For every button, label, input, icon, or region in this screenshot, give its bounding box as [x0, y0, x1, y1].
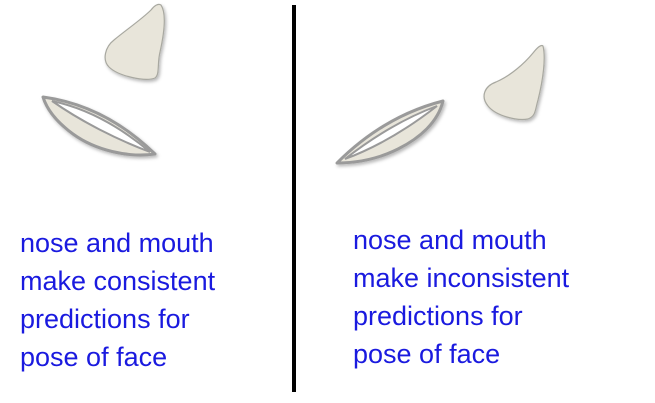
right-caption-line: pose of face	[353, 339, 501, 369]
right-caption-line: make inconsistent	[353, 263, 570, 293]
right-caption-line: predictions for	[353, 301, 523, 331]
right-nose-shape	[483, 44, 545, 121]
panel-divider	[292, 5, 296, 392]
left-nose-shape	[104, 3, 165, 80]
left-caption-line: predictions for	[20, 304, 190, 334]
left-caption: nose and mouth make consistent predictio…	[20, 224, 215, 376]
right-caption: nose and mouth make inconsistent predict…	[353, 221, 569, 373]
left-mouth-opening	[51, 100, 151, 153]
right-mouth-opening	[344, 105, 438, 160]
left-caption-line: pose of face	[20, 342, 168, 372]
right-caption-line: nose and mouth	[353, 225, 547, 255]
left-caption-line: nose and mouth	[20, 228, 214, 258]
left-caption-line: make consistent	[20, 266, 216, 296]
